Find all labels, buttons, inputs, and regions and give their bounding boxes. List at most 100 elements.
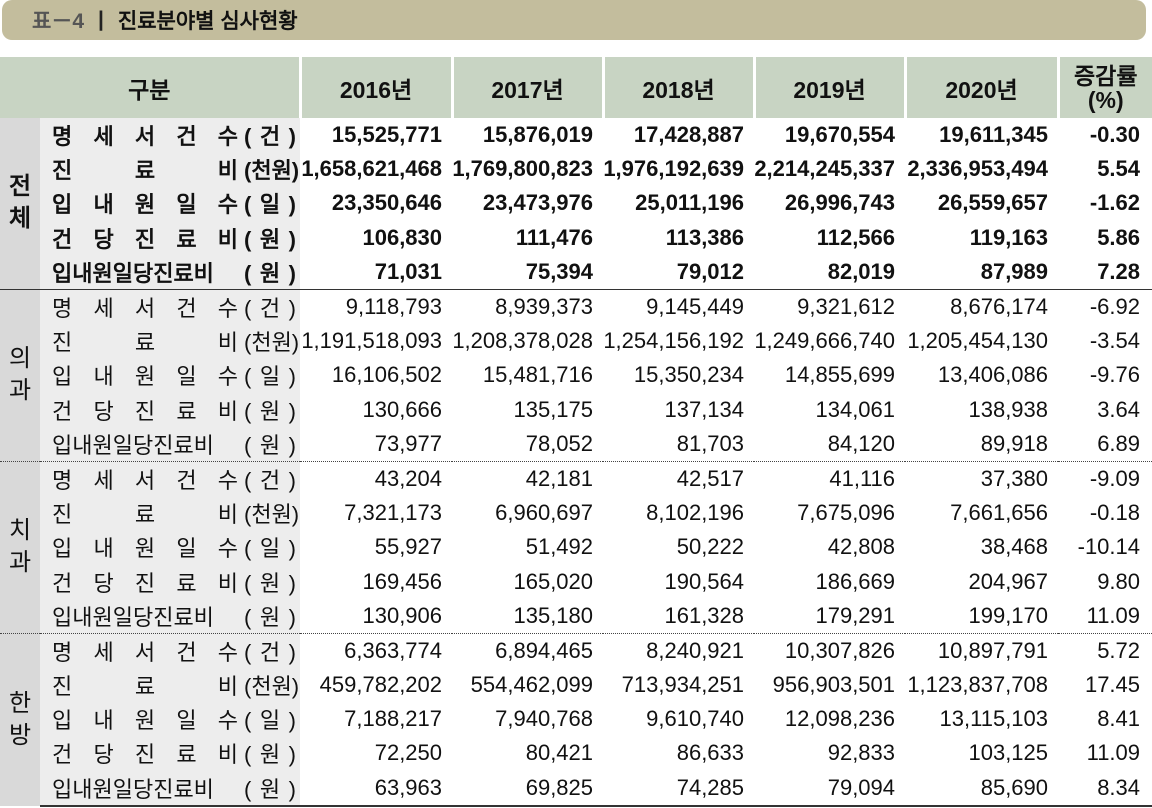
value-cell: 130,906 <box>362 602 443 628</box>
row-label: 명 세 서 건 수 <box>52 467 238 493</box>
value-cell: 26,996,743 <box>784 190 896 216</box>
value-cell: 204,967 <box>968 568 1049 594</box>
row-unit: ( 원 ) <box>244 570 296 596</box>
row-label: 입 내 원 일 수 <box>52 708 238 734</box>
row-label-cell: 진 료 비 (천원) <box>40 324 301 359</box>
header-year: 2018년 <box>601 57 755 118</box>
value-cell: 13,115,103 <box>939 706 1049 732</box>
row-label-cell: 입 내 원 일 수( 일 ) <box>40 702 301 737</box>
value-cell: 2,214,245,337 <box>754 156 896 182</box>
title-separator: | <box>98 8 104 31</box>
value-cell: 111,476 <box>515 224 594 250</box>
header-year: 2019년 <box>752 57 906 118</box>
row-unit: ( 건 ) <box>244 467 296 493</box>
change-cell: -1.62 <box>1089 190 1141 216</box>
row-label: 입내원일당진료비 <box>52 604 214 630</box>
value-cell: 9,610,740 <box>646 706 745 732</box>
change-cell: -0.30 <box>1089 122 1141 148</box>
table-row: 입내원일당진료비 ( 원 ) 73,977 78,052 81,703 84,120 89,… <box>0 426 1152 462</box>
value-cell: 72,250 <box>374 740 443 766</box>
value-cell: 16,106,502 <box>331 362 443 388</box>
row-label: 진 료 비 <box>52 674 238 700</box>
value-cell: 9,321,612 <box>754 288 906 325</box>
value-cell: 190,564 <box>664 568 745 594</box>
change-cell: 3.64 <box>1097 396 1141 422</box>
value-cell: 80,421 <box>525 740 594 766</box>
value-cell: 1,249,666,740 <box>754 328 896 354</box>
row-label: 입내원일당진료비 <box>52 432 214 458</box>
group-label-char: 과 <box>8 377 32 405</box>
row-unit: (천원) <box>244 330 300 356</box>
row-label: 입 내 원 일 수 <box>52 192 238 218</box>
value-cell: 8,240,921 <box>603 632 755 668</box>
value-cell: 7,940,768 <box>495 706 594 732</box>
row-label-cell: 명 세 서 건 수( 건 ) <box>40 460 301 497</box>
table-row: 진 료 비 (천원) 7,321,173 6,960,697 8,102,196 7,67… <box>0 496 1152 531</box>
value-cell: 74,285 <box>603 770 755 807</box>
row-unit: ( 원 ) <box>244 604 296 630</box>
value-cell: 42,808 <box>827 534 896 560</box>
value-cell: 713,934,251 <box>621 672 745 698</box>
value-cell: 134,061 <box>815 396 896 422</box>
value-cell: 85,690 <box>905 770 1059 807</box>
row-label-cell: 입내원일당진료비 ( 원 ) <box>40 598 301 634</box>
row-unit: ( 원 ) <box>244 260 296 286</box>
value-cell: 199,170 <box>968 602 1049 628</box>
table-row: 건 당 진 료 비( 원 ) 106,830 111,476 113,386 112,5… <box>0 220 1152 255</box>
value-cell: 50,222 <box>676 534 745 560</box>
row-label-cell: 건 당 진 료 비( 원 ) <box>40 564 301 599</box>
value-cell: 7,321,173 <box>344 500 443 526</box>
change-cell: -9.76 <box>1089 362 1141 388</box>
table-row: 입 내 원 일 수( 일 ) 55,927 51,492 50,222 42,808 38… <box>0 530 1152 565</box>
value-cell: 119,163 <box>969 224 1049 250</box>
row-label-cell: 입내원일당진료비 ( 원 ) <box>40 254 301 290</box>
review-status-table: 구분 2016년 2017년 2018년 2019년 2020년 증감률 (%) … <box>0 57 1152 807</box>
value-cell: 43,204 <box>300 460 453 497</box>
row-unit: ( 일 ) <box>244 364 296 390</box>
value-cell: 179,291 <box>815 602 896 628</box>
table-row: 진 료 비 (천원) 1,658,621,468 1,769,800,823 1,976… <box>0 152 1152 187</box>
table-row: 입 내 원 일 수( 일 ) 23,350,646 23,473,976 25,011… <box>0 186 1152 221</box>
value-cell: 6,960,697 <box>495 500 594 526</box>
group-label-char: 한 <box>8 689 32 717</box>
value-cell: 25,011,196 <box>635 190 745 216</box>
value-cell: 23,473,976 <box>482 190 594 216</box>
change-cell: 8.41 <box>1097 706 1141 732</box>
value-cell: 51,492 <box>525 534 594 560</box>
row-label: 진 료 비 <box>52 158 238 184</box>
change-cell: -6.92 <box>1058 288 1152 325</box>
header-year: 2020년 <box>903 57 1059 118</box>
value-cell: 1,205,454,130 <box>907 328 1049 354</box>
value-cell: 1,658,621,468 <box>301 156 443 182</box>
row-label-cell: 진 료 비 (천원) <box>40 668 301 703</box>
row-unit: ( 건 ) <box>244 639 296 665</box>
change-cell: 5.72 <box>1058 632 1152 668</box>
value-cell: 165,020 <box>513 568 594 594</box>
row-label: 명 세 서 건 수 <box>52 296 238 322</box>
value-cell: 79,094 <box>754 770 906 807</box>
change-cell: 8.34 <box>1058 770 1152 807</box>
value-cell: 69,825 <box>452 770 604 807</box>
value-cell: 956,903,501 <box>772 672 896 698</box>
row-label: 명 세 서 건 수 <box>52 639 238 665</box>
row-unit: (천원) <box>244 158 300 184</box>
value-cell: 84,120 <box>827 430 896 456</box>
value-cell: 13,406,086 <box>937 362 1049 388</box>
row-label-cell: 진 료 비 (천원) <box>40 152 301 187</box>
value-cell: 7,188,217 <box>344 706 443 732</box>
value-cell: 71,031 <box>374 258 443 284</box>
value-cell: 89,918 <box>980 430 1049 456</box>
value-cell: 8,939,373 <box>452 288 604 325</box>
value-cell: 1,769,800,823 <box>452 156 594 182</box>
change-cell: 17.45 <box>1084 672 1141 698</box>
change-cell: -10.14 <box>1077 534 1141 560</box>
table-row: 진 료 비 (천원) 1,191,518,093 1,208,378,028 1,254… <box>0 324 1152 359</box>
row-label-cell: 입내원일당진료비 ( 원 ) <box>40 426 301 462</box>
change-cell: -0.18 <box>1089 500 1141 526</box>
value-cell: 63,963 <box>300 770 453 807</box>
value-cell: 10,307,826 <box>754 632 906 668</box>
value-cell: 7,675,096 <box>797 500 896 526</box>
